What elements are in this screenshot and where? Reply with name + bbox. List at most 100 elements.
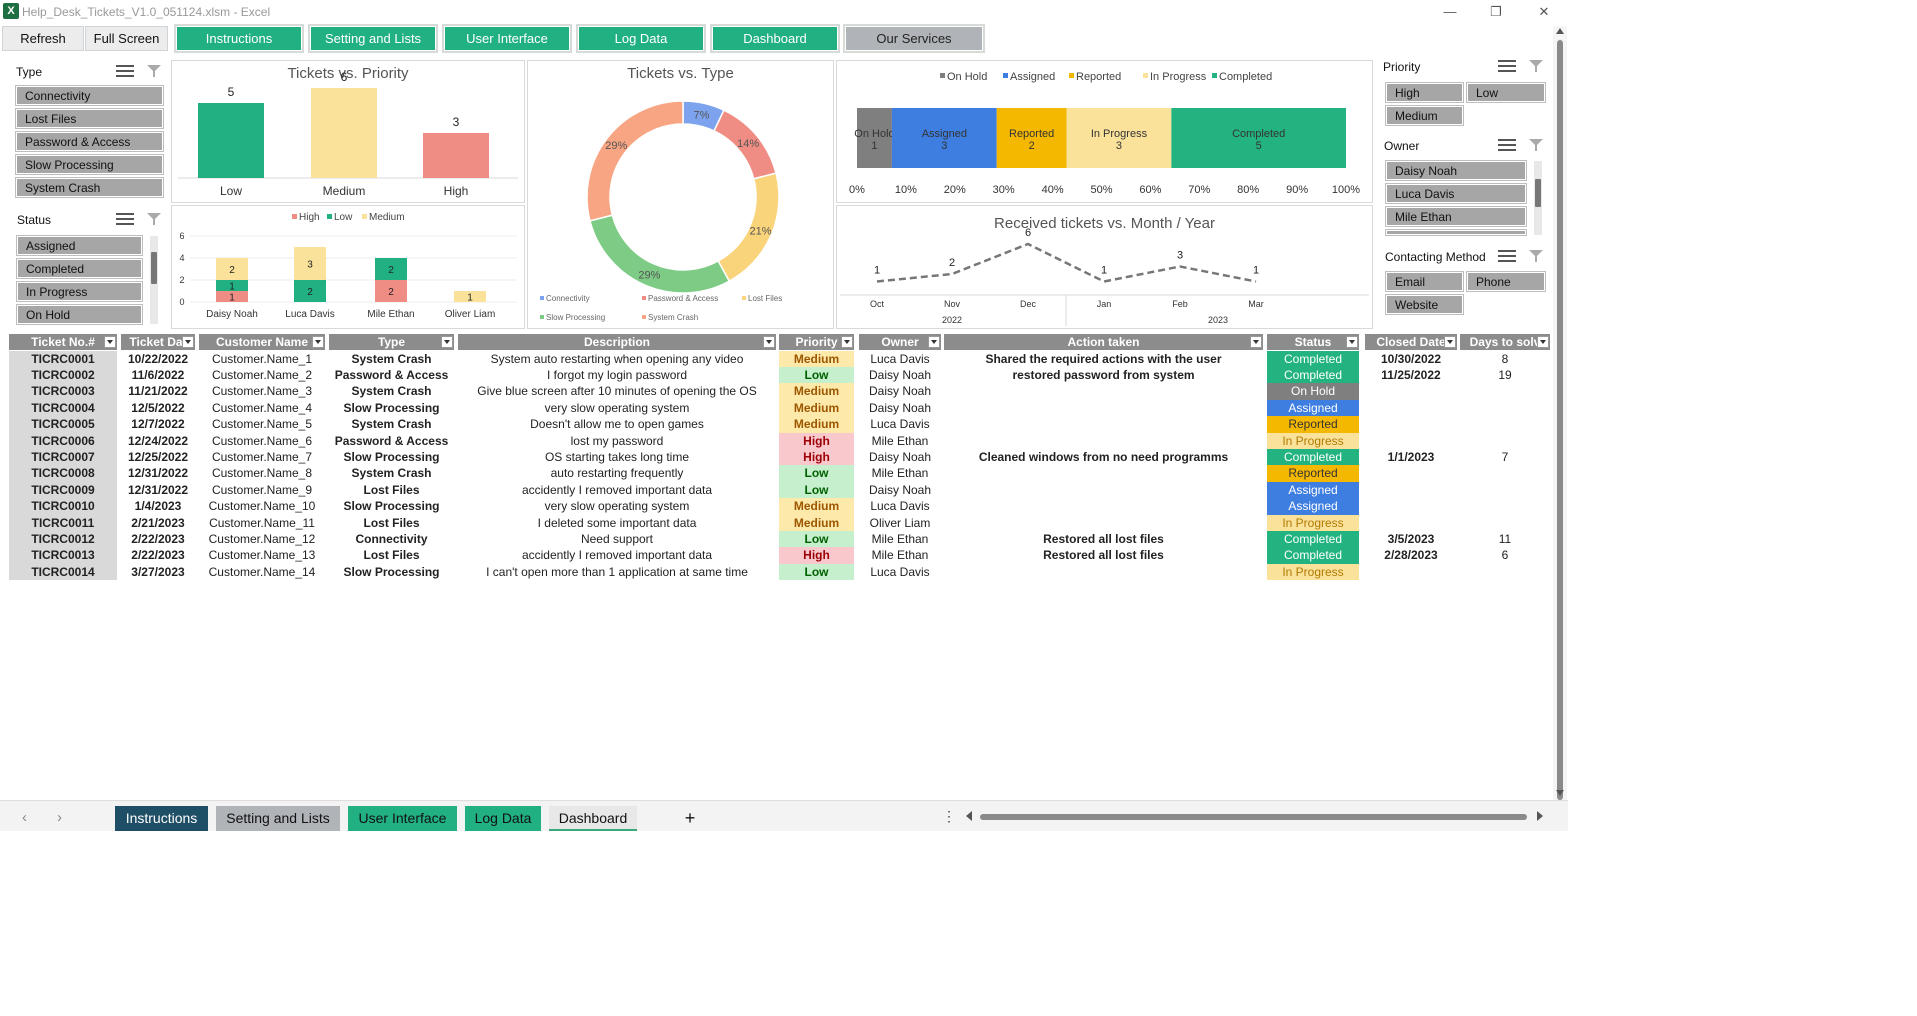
cell-ticket-no[interactable]: TICRC0007 xyxy=(9,449,117,466)
cell-owner[interactable]: Mile Ethan xyxy=(871,433,929,448)
cell-type[interactable]: Lost Files xyxy=(363,482,420,497)
cell-ticket-date[interactable]: 2/21/2023 xyxy=(131,515,185,530)
cell-action-taken[interactable] xyxy=(944,433,1263,449)
slicer-scrollbar[interactable] xyxy=(1534,161,1542,235)
slicer-item-daisy-noah[interactable]: Daisy Noah xyxy=(1385,160,1527,181)
cell-days-to-solve[interactable] xyxy=(1460,465,1550,481)
cell-description[interactable]: I deleted some important data xyxy=(537,515,697,530)
cell-action-taken[interactable] xyxy=(944,400,1263,416)
cell-ticket-no[interactable]: TICRC0001 xyxy=(9,350,117,367)
cell-closed-date[interactable] xyxy=(1365,433,1457,449)
cell-ticket-date[interactable]: 11/21/2022 xyxy=(128,384,188,399)
cell-closed-date[interactable] xyxy=(1365,515,1457,531)
cell-type[interactable]: System Crash xyxy=(351,384,432,399)
multi-select-icon[interactable] xyxy=(116,64,134,78)
cell-ticket-date[interactable]: 10/22/2022 xyxy=(127,351,189,366)
prev-sheet-icon[interactable]: ‹ xyxy=(22,809,27,826)
cell-ticket-no[interactable]: TICRC0013 xyxy=(9,547,117,564)
cell-ticket-no[interactable]: TICRC0010 xyxy=(9,498,117,515)
more-options-icon[interactable]: ⋮ xyxy=(942,808,956,824)
tab-dashboard[interactable]: Dashboard xyxy=(549,806,637,831)
cell-ticket-no[interactable]: TICRC0014 xyxy=(9,563,117,581)
cell-type[interactable]: System Crash xyxy=(351,466,432,481)
minimize-button[interactable]: — xyxy=(1443,4,1457,19)
cell-action-taken[interactable] xyxy=(944,416,1263,432)
cell-customer-name[interactable]: Customer.Name_3 xyxy=(211,384,313,399)
add-sheet-button[interactable]: + xyxy=(684,808,696,828)
vertical-scrollbar[interactable] xyxy=(1553,26,1567,800)
cell-ticket-no[interactable]: TICRC0003 xyxy=(9,383,117,400)
cell-ticket-date[interactable]: 11/6/2022 xyxy=(131,368,185,382)
cell-status[interactable]: Completed xyxy=(1267,531,1359,548)
cell-ticket-date[interactable]: 12/31/2022 xyxy=(127,482,189,497)
cell-description[interactable]: lost my password xyxy=(570,433,664,448)
slicer-item-lost-files[interactable]: Lost Files xyxy=(15,108,164,129)
cell-owner[interactable]: Mile Ethan xyxy=(871,548,929,563)
cell-ticket-no[interactable]: TICRC0011 xyxy=(9,514,117,531)
slicer-item-slow-processing[interactable]: Slow Processing xyxy=(15,154,164,175)
cell-ticket-date[interactable]: 12/24/2022 xyxy=(127,433,189,448)
cell-priority[interactable]: Low xyxy=(779,531,854,548)
slicer-item-mile-ethan[interactable]: Mile Ethan xyxy=(1385,206,1527,227)
column-header[interactable]: Days to solv xyxy=(1460,334,1550,350)
slicer-item-password-access[interactable]: Password & Access xyxy=(15,131,164,152)
column-header[interactable]: Priority xyxy=(779,334,854,350)
cell-action-taken[interactable]: Cleaned windows from no need programms xyxy=(978,450,1229,464)
cell-customer-name[interactable]: Customer.Name_13 xyxy=(208,548,316,563)
cell-ticket-date[interactable]: 2/22/2023 xyxy=(131,548,185,563)
cell-ticket-no[interactable]: TICRC0012 xyxy=(9,531,117,548)
cell-priority[interactable]: Medium xyxy=(779,399,854,417)
cell-ticket-no[interactable]: TICRC0006 xyxy=(9,432,117,449)
cell-closed-date[interactable] xyxy=(1365,416,1457,432)
scroll-thumb[interactable] xyxy=(1557,40,1563,800)
horizontal-scroll-thumb[interactable] xyxy=(980,814,1527,820)
cell-customer-name[interactable]: Customer.Name_12 xyxy=(208,532,316,546)
cell-closed-date[interactable] xyxy=(1365,465,1457,481)
cell-closed-date[interactable] xyxy=(1365,564,1457,580)
cell-priority[interactable]: Medium xyxy=(779,514,854,531)
cell-days-to-solve[interactable] xyxy=(1460,515,1550,531)
slicer-item-in-progress[interactable]: In Progress xyxy=(16,281,143,302)
cell-customer-name[interactable]: Customer.Name_6 xyxy=(211,433,313,448)
cell-type[interactable]: Slow Processing xyxy=(343,499,440,514)
cell-customer-name[interactable]: Customer.Name_10 xyxy=(208,499,316,514)
cell-ticket-no[interactable]: TICRC0005 xyxy=(9,416,117,433)
scroll-up-icon[interactable] xyxy=(1556,28,1564,34)
column-header[interactable]: Owner xyxy=(859,334,941,350)
filter-dropdown-icon[interactable] xyxy=(1444,336,1456,348)
slicer-item-low[interactable]: Low xyxy=(1466,82,1546,103)
slicer-scrollbar[interactable] xyxy=(150,236,158,324)
cell-action-taken[interactable] xyxy=(944,465,1263,481)
cell-type[interactable]: System Crash xyxy=(351,351,432,366)
cell-days-to-solve[interactable]: 8 xyxy=(1501,351,1509,366)
slicer-item-phone[interactable]: Phone xyxy=(1466,271,1546,292)
cell-owner[interactable]: Luca Davis xyxy=(870,351,930,366)
cell-closed-date[interactable]: 11/25/2022 xyxy=(1381,368,1441,382)
cell-type[interactable]: Lost Files xyxy=(363,548,420,563)
cell-priority[interactable]: High xyxy=(779,547,854,564)
cell-type[interactable]: Connectivity xyxy=(355,532,428,546)
cell-priority[interactable]: Low xyxy=(779,481,854,499)
cell-days-to-solve[interactable] xyxy=(1460,433,1550,449)
cell-action-taken[interactable]: restored password from system xyxy=(1012,368,1195,382)
cell-owner[interactable]: Luca Davis xyxy=(870,499,930,514)
next-sheet-icon[interactable]: › xyxy=(57,809,62,826)
clear-filter-icon[interactable] xyxy=(1528,138,1544,152)
cell-description[interactable]: System auto restarting when opening any … xyxy=(490,351,744,366)
cell-type[interactable]: Slow Processing xyxy=(343,564,440,579)
cell-days-to-solve[interactable]: 6 xyxy=(1501,548,1509,563)
cell-days-to-solve[interactable]: 19 xyxy=(1498,368,1512,382)
clear-filter-icon[interactable] xyxy=(1528,249,1544,263)
cell-type[interactable]: Slow Processing xyxy=(343,400,440,415)
cell-ticket-date[interactable]: 12/25/2022 xyxy=(127,450,189,464)
cell-status[interactable]: Assigned xyxy=(1267,481,1359,499)
cell-owner[interactable]: Luca Davis xyxy=(870,564,930,579)
cell-customer-name[interactable]: Customer.Name_14 xyxy=(208,564,316,579)
column-header[interactable]: Closed Date xyxy=(1365,334,1457,350)
slicer-item-email[interactable]: Email xyxy=(1385,271,1464,292)
cell-days-to-solve[interactable] xyxy=(1460,400,1550,416)
slicer-item-medium[interactable]: Medium xyxy=(1385,105,1464,126)
cell-status[interactable]: Completed xyxy=(1267,350,1359,367)
cell-ticket-no[interactable]: TICRC0009 xyxy=(9,481,117,499)
slicer-item-assigned[interactable]: Assigned xyxy=(16,235,143,256)
